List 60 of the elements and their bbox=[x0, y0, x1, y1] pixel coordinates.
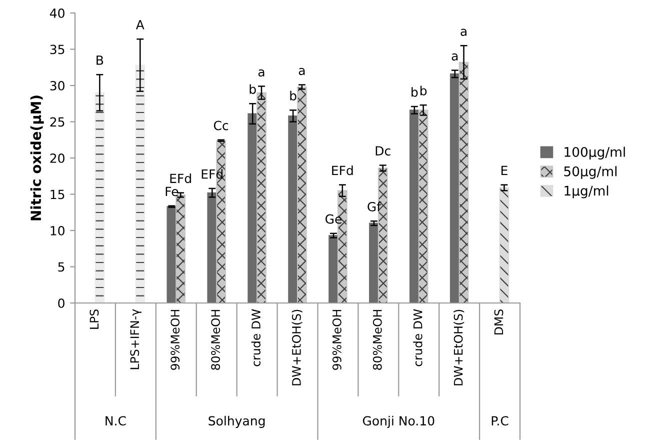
x-tick-label: 80%MeOH bbox=[211, 310, 220, 370]
text: N.C bbox=[106, 416, 126, 426]
data-label: a bbox=[258, 69, 264, 77]
x-tick-label: crude DW bbox=[251, 309, 260, 366]
bar bbox=[94, 92, 105, 303]
y-axis-title: Nitric oxide(μM) bbox=[30, 96, 44, 220]
data-label: EFd bbox=[332, 165, 353, 176]
text: Solhyang bbox=[208, 416, 265, 428]
y-tick-label: 35 bbox=[50, 44, 64, 54]
data-label: A bbox=[136, 20, 144, 30]
y-tick-label: 20 bbox=[50, 153, 64, 163]
bar bbox=[248, 113, 258, 303]
bar bbox=[328, 235, 338, 303]
y-tick-label: 5 bbox=[58, 262, 64, 272]
y-tick-label: 15 bbox=[50, 190, 64, 200]
x-tick-label: DW+EtOH(S) bbox=[292, 310, 302, 386]
text: P.C bbox=[492, 416, 508, 426]
bar bbox=[207, 192, 218, 303]
x-tick-label: DW+EtOH(S) bbox=[454, 310, 464, 386]
data-label: b bbox=[412, 87, 418, 97]
data-label: a bbox=[452, 53, 458, 61]
data-label: Gf bbox=[368, 202, 382, 212]
y-tick-label: 0 bbox=[58, 298, 64, 308]
bar bbox=[418, 110, 428, 303]
data-label: B bbox=[96, 56, 104, 65]
bar bbox=[297, 86, 307, 303]
bar bbox=[458, 62, 469, 303]
bar bbox=[256, 92, 266, 303]
legend-label: 1μg/ml bbox=[564, 185, 608, 198]
data-label: Ge bbox=[326, 214, 342, 224]
data-label: b bbox=[250, 84, 256, 94]
y-tick-label: 10 bbox=[50, 226, 64, 236]
text: Gonji No.10 bbox=[362, 416, 434, 428]
y-tick-label: 30 bbox=[50, 80, 64, 90]
y-tick-label: 40 bbox=[50, 8, 64, 18]
data-label: a bbox=[298, 68, 305, 76]
data-label: Cc bbox=[214, 120, 228, 130]
bar bbox=[288, 115, 298, 303]
bar bbox=[450, 73, 460, 303]
data-label: b bbox=[420, 86, 427, 96]
bar bbox=[369, 222, 379, 303]
data-label: EFd bbox=[170, 173, 191, 184]
legend-label: 50μg/ml bbox=[564, 166, 616, 179]
x-tick-label: DMS bbox=[494, 309, 504, 334]
x-tick-label: 99%MeOH bbox=[170, 310, 180, 370]
legend-label: 100μg/ml bbox=[564, 146, 625, 160]
x-tick-label: LPS bbox=[90, 309, 99, 329]
data-label: a bbox=[460, 28, 466, 36]
data-label: b bbox=[290, 90, 296, 100]
data-label: Dc bbox=[376, 146, 390, 156]
x-tick-label: 80%MeOH bbox=[372, 310, 382, 370]
x-tick-label: crude DW bbox=[413, 309, 422, 366]
data-label: Fe bbox=[166, 186, 178, 196]
data-label: E bbox=[502, 166, 508, 175]
x-tick-label: 99%MeOH bbox=[332, 310, 342, 370]
bar bbox=[499, 187, 510, 303]
x-tick-label: LPS+IFN-γ bbox=[130, 309, 142, 370]
bar bbox=[409, 110, 420, 303]
bar bbox=[135, 64, 146, 303]
y-tick-label: 25 bbox=[50, 117, 64, 127]
